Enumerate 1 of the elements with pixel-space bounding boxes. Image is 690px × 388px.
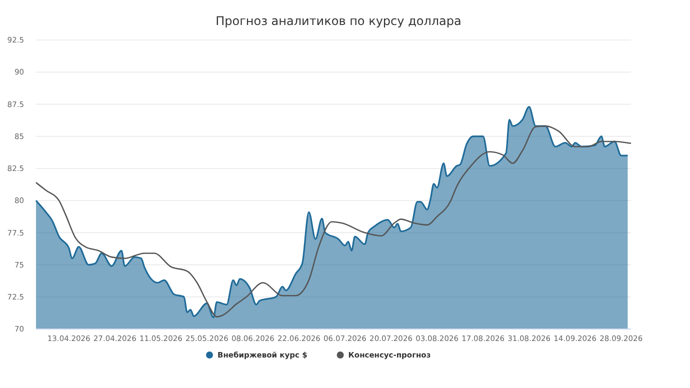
chart-title: Прогноз аналитиков по курсу доллара (216, 14, 462, 28)
